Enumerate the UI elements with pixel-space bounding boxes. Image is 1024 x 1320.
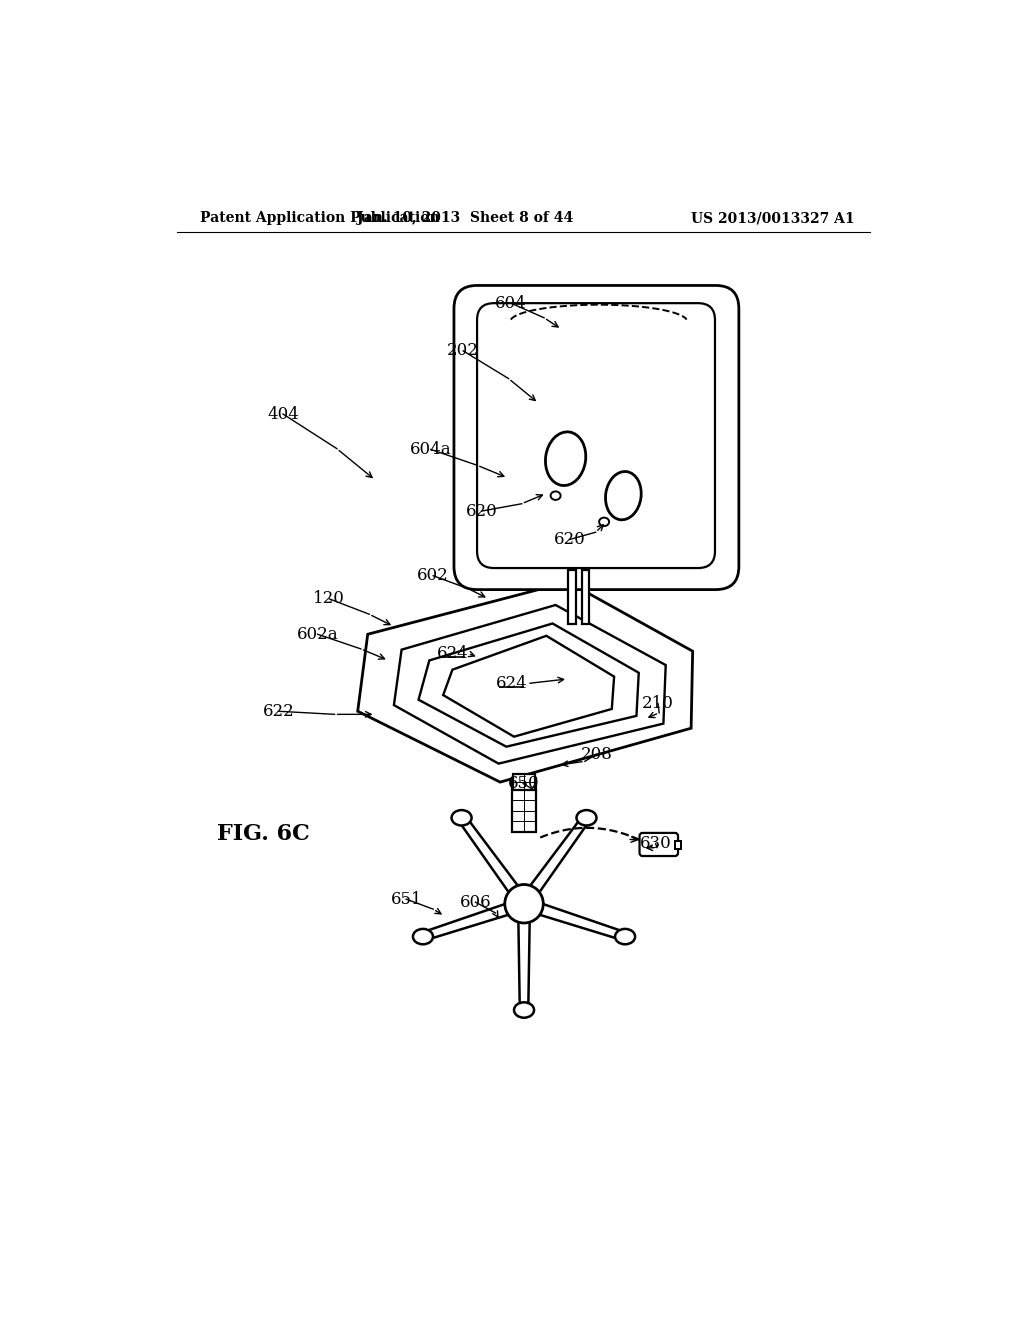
Text: 404: 404: [267, 405, 299, 422]
Text: 620: 620: [466, 503, 498, 520]
Text: 650: 650: [508, 775, 539, 792]
FancyBboxPatch shape: [640, 833, 678, 857]
Circle shape: [505, 884, 544, 923]
Text: 624: 624: [496, 675, 527, 692]
Text: 602a: 602a: [297, 626, 339, 643]
Polygon shape: [443, 636, 614, 737]
Bar: [675, 841, 681, 849]
Ellipse shape: [599, 517, 609, 527]
Text: 602: 602: [418, 568, 450, 585]
Text: 620: 620: [554, 531, 586, 548]
Polygon shape: [518, 904, 530, 1010]
Ellipse shape: [452, 810, 472, 825]
FancyBboxPatch shape: [477, 304, 715, 568]
Bar: [568, 570, 575, 624]
Ellipse shape: [577, 810, 597, 825]
Text: US 2013/0013327 A1: US 2013/0013327 A1: [691, 211, 854, 226]
Text: 604a: 604a: [410, 441, 452, 458]
Text: 622: 622: [262, 702, 294, 719]
Polygon shape: [394, 605, 666, 763]
Ellipse shape: [551, 491, 560, 500]
Text: 651: 651: [390, 891, 422, 908]
Text: 624: 624: [436, 645, 468, 663]
Text: 604: 604: [495, 294, 526, 312]
Text: Jan. 10, 2013  Sheet 8 of 44: Jan. 10, 2013 Sheet 8 of 44: [357, 211, 573, 226]
Polygon shape: [458, 816, 528, 907]
Ellipse shape: [413, 929, 433, 944]
Ellipse shape: [615, 929, 635, 944]
Polygon shape: [357, 582, 692, 781]
Ellipse shape: [605, 471, 641, 520]
FancyBboxPatch shape: [454, 285, 739, 590]
Text: 606: 606: [460, 894, 492, 911]
Polygon shape: [419, 623, 639, 747]
Text: 210: 210: [642, 696, 674, 711]
Text: 630: 630: [640, 836, 672, 853]
Ellipse shape: [514, 1002, 535, 1018]
Text: 120: 120: [313, 590, 345, 607]
Text: 208: 208: [581, 746, 612, 763]
Bar: [582, 570, 590, 624]
Text: 202: 202: [447, 342, 479, 359]
Text: FIG. 6C: FIG. 6C: [217, 824, 310, 846]
Bar: [512, 779, 536, 832]
Polygon shape: [522, 898, 627, 941]
Bar: [513, 775, 535, 789]
Text: Patent Application Publication: Patent Application Publication: [200, 211, 439, 226]
Polygon shape: [422, 898, 526, 941]
Polygon shape: [519, 816, 590, 907]
Ellipse shape: [546, 432, 586, 486]
